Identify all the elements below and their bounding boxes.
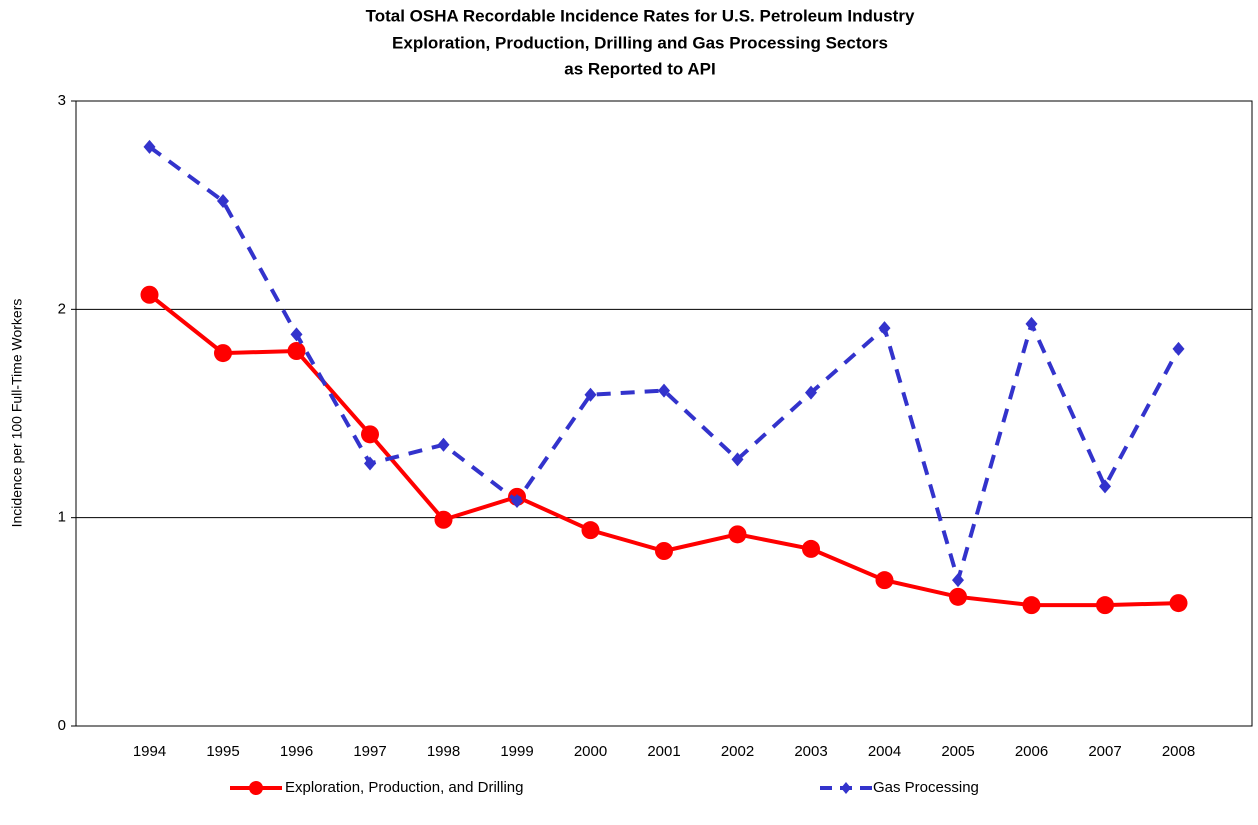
- chart-title: Total OSHA Recordable Incidence Rates fo…: [366, 6, 915, 25]
- x-tick-label: 2008: [1162, 743, 1195, 760]
- point: [217, 194, 229, 208]
- point: [655, 542, 673, 560]
- y-axis-label: Incidence per 100 Full-Time Workers: [9, 299, 25, 528]
- plot-border: [75, 100, 1253, 727]
- point: [878, 321, 891, 336]
- point: [731, 452, 744, 467]
- y-tick-label: 3: [58, 92, 66, 109]
- chart-title: Exploration, Production, Drilling and Ga…: [392, 33, 888, 52]
- legend-label: Exploration, Production, and Drilling: [285, 779, 523, 796]
- point: [728, 525, 747, 544]
- y-tick-label: 2: [58, 300, 66, 317]
- legend-marker: [249, 781, 263, 795]
- point: [1022, 596, 1041, 615]
- point: [949, 587, 967, 606]
- x-tick-label: 2002: [721, 743, 754, 760]
- legend-label: Gas Processing: [873, 779, 979, 796]
- point: [1169, 594, 1188, 613]
- x-tick-label: 1999: [500, 743, 533, 760]
- x-tick-label: 1996: [280, 743, 313, 760]
- point: [802, 539, 820, 558]
- x-tick-label: 1997: [353, 743, 386, 760]
- x-tick-label: 2004: [868, 743, 901, 760]
- point: [875, 571, 894, 590]
- point: [287, 342, 306, 360]
- y-tick-label: 1: [58, 509, 66, 526]
- point: [290, 327, 303, 342]
- point: [437, 437, 450, 452]
- point: [805, 385, 817, 400]
- x-tick-label: 2000: [574, 743, 607, 760]
- x-tick-label: 1998: [427, 743, 460, 760]
- point: [1096, 596, 1114, 615]
- x-tick-label: 2005: [941, 743, 974, 760]
- point: [581, 521, 600, 540]
- point: [584, 387, 597, 402]
- point: [361, 425, 379, 444]
- point: [1099, 479, 1111, 494]
- chart-title: as Reported to API: [564, 59, 715, 78]
- point: [140, 285, 159, 304]
- point: [364, 456, 376, 471]
- y-tick-label: 0: [58, 717, 66, 734]
- point: [214, 344, 232, 363]
- x-tick-label: 2007: [1088, 743, 1121, 760]
- point: [952, 573, 964, 588]
- x-tick-label: 1994: [133, 743, 166, 760]
- legend-marker: [841, 782, 851, 794]
- x-tick-label: 2001: [647, 743, 680, 760]
- series-line: [148, 145, 1181, 588]
- x-tick-label: 1995: [206, 743, 239, 760]
- point: [434, 510, 453, 529]
- x-tick-label: 2003: [794, 743, 827, 760]
- point: [1172, 341, 1185, 356]
- point: [143, 139, 156, 154]
- x-tick-label: 2006: [1015, 743, 1048, 760]
- point: [1025, 316, 1038, 331]
- point: [511, 494, 523, 508]
- point: [658, 383, 670, 398]
